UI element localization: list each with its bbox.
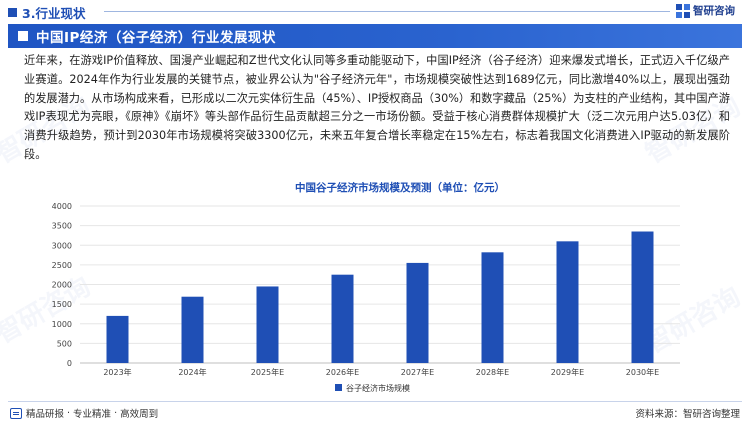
footer-tag-1: 精品研报: [26, 409, 65, 420]
y-tick-label: 3000: [52, 241, 72, 250]
logo-text: 智研咨询: [693, 5, 735, 17]
footer: 精品研报 · 专业精准 · 高效周到 资料来源：智研咨询整理: [0, 400, 750, 422]
bar-chart: 中国谷子经济市场规模及预测（单位：亿元） 0 500 1000 1500 2000 2500…: [52, 181, 680, 393]
bar: [256, 286, 279, 363]
banner-marker-icon: [18, 31, 28, 41]
bar: [331, 274, 354, 363]
top-bar: 3.行业现状 智研咨询: [0, 0, 750, 24]
y-tick-label: 2500: [52, 261, 72, 270]
footer-tag-2: 专业精准: [73, 409, 112, 420]
x-tick-label: 2029年E: [551, 367, 584, 377]
y-tick-label: 1500: [52, 300, 72, 309]
x-tick-label: 2026年E: [326, 367, 359, 377]
section-tag: 3.行业现状: [8, 3, 85, 22]
top-divider: [104, 11, 670, 12]
y-tick-label: 0: [67, 359, 72, 368]
bar: [106, 315, 129, 363]
bar: [556, 241, 579, 363]
section-label: 3.行业现状: [22, 6, 86, 21]
x-tick-label: 2030年E: [626, 367, 659, 377]
footer-tag-3: 高效周到: [120, 409, 159, 420]
bar: [406, 262, 429, 363]
bar: [631, 231, 654, 363]
y-tick-label: 1000: [52, 320, 72, 329]
x-tick-label: 2023年: [103, 367, 131, 377]
banner-title: 中国IP经济（谷子经济）行业发展现状: [36, 30, 276, 46]
x-tick-label: 2025年E: [251, 367, 284, 377]
x-tick-label: 2024年: [178, 367, 206, 377]
report-icon: [10, 407, 22, 419]
section-marker-icon: [8, 8, 17, 17]
footer-tags: 精品研报 · 专业精准 · 高效周到: [10, 406, 158, 420]
bar: [481, 252, 504, 363]
y-tick-label: 2000: [52, 281, 72, 290]
source-note: 资料来源：智研咨询整理: [635, 409, 740, 420]
y-tick-label: 4000: [52, 202, 72, 211]
footer-separator: ·: [67, 407, 71, 419]
x-tick-label: 2027年E: [401, 367, 434, 377]
chart-container: 中国谷子经济市场规模及预测（单位：亿元） 0 500 1000 1500 2000 2500…: [40, 181, 730, 400]
logo-icon: [676, 3, 690, 18]
footer-separator: ·: [114, 407, 118, 419]
y-tick-label: 3500: [52, 222, 72, 231]
title-banner: 中国IP经济（谷子经济）行业发展现状: [8, 24, 742, 48]
legend-label: 谷子经济市场规模: [346, 383, 410, 393]
bar: [181, 296, 204, 363]
x-tick-label: 2028年E: [476, 367, 509, 377]
legend-swatch: [335, 384, 342, 391]
brand-logo: 智研咨询: [676, 3, 735, 18]
body-paragraph: 近年来，在游戏IP价值释放、国漫产业崛起和Z世代文化认同等多重动能驱动下，中国I…: [24, 54, 730, 161]
footer-divider: [8, 401, 742, 402]
chart-title: 中国谷子经济市场规模及预测（单位：亿元）: [295, 181, 505, 194]
y-tick-label: 500: [57, 339, 72, 348]
